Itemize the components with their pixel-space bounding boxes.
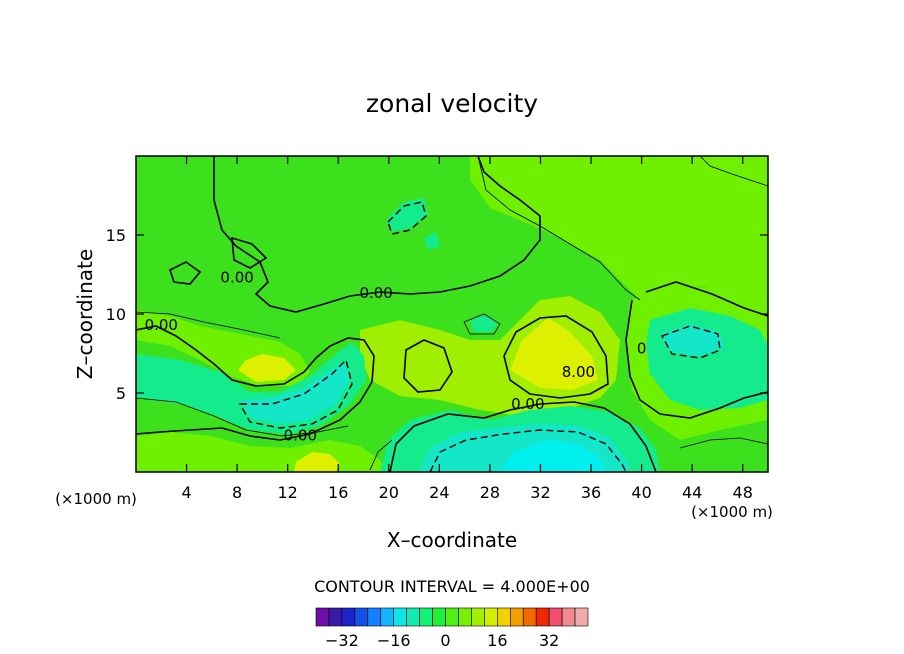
x-tick-label: 48 (733, 483, 753, 502)
x-tick-label: 28 (480, 483, 500, 502)
colorbar-swatch (380, 607, 395, 627)
contour-label: 0.00 (145, 316, 178, 334)
x-unit-right: (×1000 m) (691, 503, 773, 521)
contour-label: 0.00 (220, 268, 253, 286)
colorbar-swatch (574, 607, 589, 627)
moderate-negative-right (660, 324, 724, 356)
strong-positive-center (510, 318, 598, 390)
strong-negative-bottom (500, 440, 606, 472)
colorbar-swatch (548, 607, 563, 627)
x-tick-label: 4 (181, 483, 191, 502)
x-tick-label: 40 (631, 483, 651, 502)
colorbar-swatch (354, 607, 369, 627)
colorbar (315, 607, 589, 627)
x-tick-label: 32 (530, 483, 550, 502)
positive-region-top-right-strip (700, 156, 768, 186)
contour-lines-thin (136, 156, 768, 471)
colorbar-tick-label: −16 (377, 631, 411, 650)
y-tick-label: 10 (106, 305, 126, 324)
colorbar-swatch (509, 607, 524, 627)
contour-lines-zero (136, 156, 768, 472)
colorbar-swatch (328, 607, 343, 627)
negative-small-top (386, 198, 428, 232)
colorbar-swatch (419, 607, 433, 627)
contour-label: 8.00 (562, 363, 595, 381)
x-tick-label: 12 (278, 483, 298, 502)
colorbar-tick-label: 32 (539, 631, 559, 650)
x-tick-label: 44 (682, 483, 702, 502)
strong-positive-left (238, 354, 296, 382)
x-tick-label: 16 (328, 483, 348, 502)
x-tick-label: 24 (429, 483, 449, 502)
chart-title: zonal velocity (366, 89, 538, 118)
colorbar-swatch (432, 607, 446, 627)
x-axis-ticks: 4 8 12 16 20 24 28 32 36 40 44 48 (181, 156, 753, 502)
y-tick-label: 5 (116, 384, 126, 403)
x-tick-label: 8 (232, 483, 242, 502)
contour-labels: 0.00 0.00 0.00 0.00 0.00 8.00 0 (145, 268, 647, 444)
contour-interval-label: CONTOUR INTERVAL = 4.000E+00 (314, 577, 590, 596)
positive-small-blob (400, 340, 446, 386)
colorbar-swatch (458, 607, 472, 627)
strong-positive-bottom (294, 452, 340, 472)
colorbar-swatch (522, 607, 537, 627)
colorbar-tick-label: 16 (487, 631, 507, 650)
x-axis-label: X–coordinate (387, 528, 517, 552)
colorbar-swatch (393, 607, 407, 627)
contour-label: 0.00 (284, 426, 317, 444)
positive-region-upper-right (470, 156, 768, 300)
colorbar-swatch (497, 607, 511, 627)
colorbar-swatch (484, 607, 498, 627)
colorbar-tick-label: −32 (325, 631, 359, 650)
y-axis-ticks: 5 10 15 (106, 226, 768, 403)
colorbar-swatch (561, 607, 576, 627)
contour-label: 0.00 (511, 395, 544, 413)
colorbar-swatch (471, 607, 485, 627)
y-tick-label: 15 (106, 226, 126, 245)
contour-label: 0.00 (359, 284, 392, 302)
contour-field (136, 156, 768, 472)
contour-lines-negative (238, 201, 721, 472)
colorbar-ticks: −32 −16 0 16 32 (325, 631, 559, 650)
colorbar-swatch (535, 607, 550, 627)
colorbar-swatch (367, 607, 382, 627)
x-tick-label: 20 (379, 483, 399, 502)
moderate-negative-left (240, 362, 350, 424)
colorbar-swatch (315, 607, 330, 627)
negative-small-top-2 (424, 232, 440, 250)
x-tick-label: 36 (581, 483, 601, 502)
colorbar-swatch (445, 607, 459, 627)
y-axis-label: Z–coordinate (73, 249, 97, 379)
colorbar-tick-label: 0 (440, 631, 450, 650)
colorbar-swatch (406, 607, 420, 627)
contour-label: 0 (637, 340, 647, 358)
x-unit-left: (×1000 m) (55, 490, 137, 508)
colorbar-swatch (341, 607, 356, 627)
